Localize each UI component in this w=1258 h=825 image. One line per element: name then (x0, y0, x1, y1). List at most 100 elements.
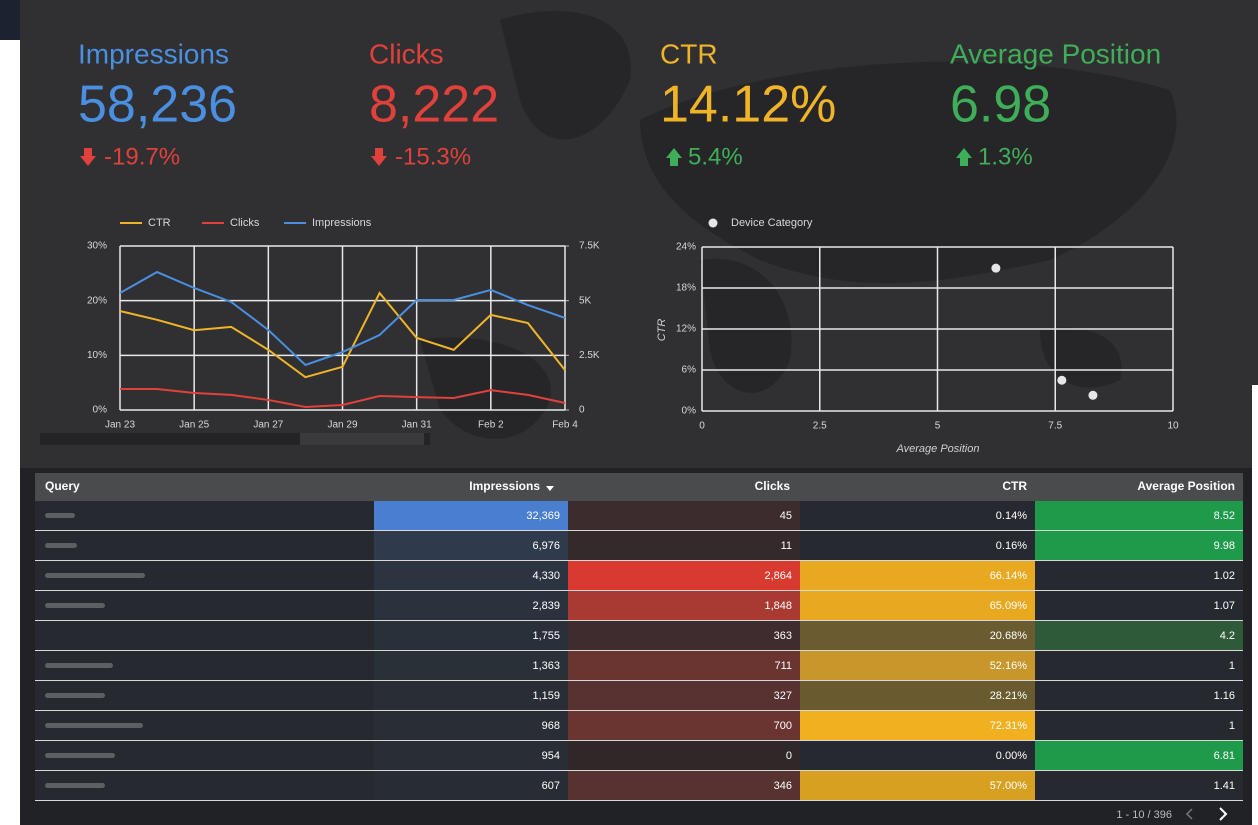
line-series (119, 270, 566, 367)
range-slider-thumb[interactable] (300, 433, 424, 445)
y-tick-label: 20% (87, 295, 107, 306)
table-cell: 8.52 (1214, 510, 1235, 522)
table-cell: 363 (774, 630, 792, 642)
heat-cell (374, 561, 568, 590)
scorecard-change: -15.3% (395, 143, 471, 170)
heat-cell (1035, 741, 1243, 770)
x-tick-label: Jan 23 (105, 420, 135, 431)
map-land (500, 10, 631, 140)
scorecard-label: CTR (660, 38, 718, 69)
table-cell: 1.02 (1214, 570, 1235, 582)
table-cell: 6.81 (1214, 750, 1235, 762)
table-cell: 1,848 (764, 600, 792, 612)
query-cell-blurred (45, 573, 145, 578)
sort-icon[interactable] (546, 486, 554, 491)
table-cell: 700 (774, 720, 792, 732)
y-tick-label: 12% (676, 324, 696, 335)
table-cell: 72.31% (990, 720, 1028, 732)
y2-tick-label: 2.5K (579, 350, 600, 361)
legend-label: Impressions (312, 217, 372, 229)
x-tick-label: Feb 4 (552, 420, 578, 431)
table-cell: 954 (542, 750, 560, 762)
scorecard-label: Clicks (369, 38, 444, 69)
scatter-point (1088, 390, 1098, 400)
heat-cell (568, 621, 800, 650)
prev-page[interactable] (1185, 808, 1193, 820)
query-cell-blurred (45, 783, 105, 788)
map-land (420, 337, 551, 439)
y2-tick-label: 0 (579, 405, 585, 416)
legend-swatch (708, 218, 718, 228)
x-tick-label: Jan 25 (179, 420, 209, 431)
heat-cell (374, 771, 568, 800)
scorecard-value: 6.98 (950, 76, 1051, 134)
table-cell: 0.14% (996, 510, 1027, 522)
table-cell: 1,755 (532, 630, 560, 642)
scorecard-change: 1.3% (978, 143, 1033, 170)
table-cell: 6,976 (532, 540, 560, 552)
legend-label: Clicks (230, 217, 260, 229)
scorecard-label: Average Position (950, 38, 1161, 69)
table-cell: 1.07 (1214, 600, 1235, 612)
scatter-point (1057, 375, 1067, 385)
heat-cell (568, 531, 800, 560)
table-cell: 968 (542, 720, 560, 732)
map-land (1040, 327, 1122, 388)
table-cell: 1,363 (532, 660, 560, 672)
scorecard-value: 8,222 (369, 76, 499, 134)
table-header-bg (35, 473, 1243, 501)
scorecard-change: -19.7% (104, 143, 180, 170)
line-series (120, 388, 566, 408)
map-land (640, 61, 1177, 284)
table-cell: 2,864 (764, 570, 792, 582)
column-header: Clicks (755, 479, 791, 493)
heat-cell (1035, 621, 1243, 650)
table-cell: 0.16% (996, 540, 1027, 552)
table-cell: 9.98 (1214, 540, 1235, 552)
heat-cell (374, 681, 568, 710)
map-land (700, 258, 792, 393)
x-tick-label: Feb 2 (478, 420, 504, 431)
heat-cell (374, 501, 568, 530)
query-cell-blurred (45, 543, 77, 548)
table-cell: 4.2 (1220, 630, 1235, 642)
table-cell: 1 (1229, 720, 1235, 732)
pagination-label: 1 - 10 / 396 (1116, 809, 1172, 821)
query-cell-blurred (45, 513, 75, 518)
x-tick-label: 10 (1167, 421, 1179, 432)
scorecard-value: 14.12% (660, 76, 836, 134)
heat-cell (374, 531, 568, 560)
heat-cell (1035, 501, 1243, 530)
table-cell: 28.21% (990, 690, 1028, 702)
y-tick-label: 18% (676, 283, 696, 294)
heat-cell (800, 681, 1035, 710)
heat-cell (1035, 531, 1243, 560)
y-axis-title: CTR (656, 319, 668, 342)
table-cell: 607 (542, 780, 560, 792)
y-tick-label: 10% (87, 350, 107, 361)
heat-cell (568, 771, 800, 800)
heat-cell (800, 591, 1035, 620)
heat-cell (374, 711, 568, 740)
heat-cell (374, 621, 568, 650)
table-cell: 52.16% (990, 660, 1028, 672)
x-tick-label: 7.5 (1048, 421, 1062, 432)
table-cell: 0 (786, 750, 792, 762)
table-cell: 57.00% (990, 780, 1028, 792)
heat-cell (568, 501, 800, 530)
y-tick-label: 24% (676, 242, 696, 253)
heat-cell (800, 771, 1035, 800)
heat-cell (568, 651, 800, 680)
map-shapes (420, 10, 1177, 439)
next-page[interactable] (1219, 807, 1228, 821)
heat-cell (800, 561, 1035, 590)
y-tick-label: 6% (682, 365, 697, 376)
table-cell: 65.09% (990, 600, 1028, 612)
heat-cell (800, 711, 1035, 740)
y2-tick-label: 5K (579, 295, 592, 306)
table-cell: 346 (774, 780, 792, 792)
heat-cell (568, 711, 800, 740)
x-tick-label: Jan 29 (327, 420, 357, 431)
